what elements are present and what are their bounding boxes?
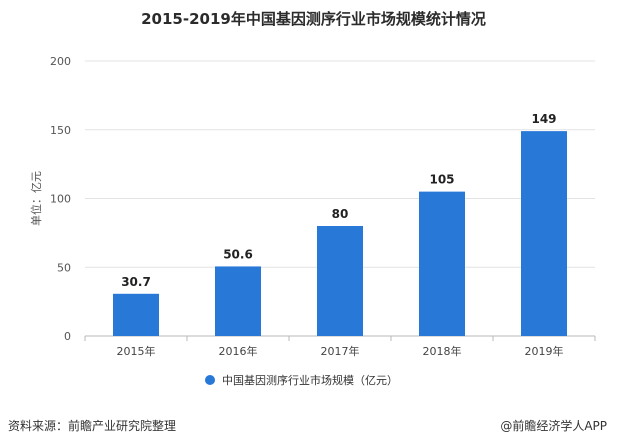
data-label: 105 bbox=[429, 173, 454, 187]
x-tick-label: 2019年 bbox=[525, 344, 564, 358]
y-axis-label: 单位：亿元 bbox=[29, 171, 43, 226]
data-label: 149 bbox=[531, 112, 556, 126]
x-tick-label: 2017年 bbox=[321, 344, 360, 358]
y-tick-label: 200 bbox=[50, 55, 71, 68]
bar-chart: 0 50 100 150 200 30.7 50.6 80 105 149 2015年 2016年… bbox=[29, 55, 596, 387]
source-note: 资料来源：前瞻产业研究院整理 bbox=[8, 419, 177, 433]
y-tick-label: 150 bbox=[50, 124, 71, 137]
y-tick-label: 100 bbox=[50, 193, 71, 206]
chart-title: 2015-2019年中国基因测序行业市场规模统计情况 bbox=[141, 10, 486, 28]
y-tick-label: 0 bbox=[64, 330, 71, 343]
data-label: 50.6 bbox=[223, 247, 253, 261]
data-label: 30.7 bbox=[121, 275, 151, 289]
bar bbox=[317, 226, 363, 336]
bar bbox=[521, 131, 567, 336]
bar bbox=[215, 266, 261, 336]
y-axis-ticks: 0 50 100 150 200 bbox=[50, 55, 71, 343]
x-axis-ticks: 2015年 2016年 2017年 2018年 2019年 bbox=[84, 336, 596, 358]
bar bbox=[113, 293, 159, 336]
x-tick-label: 2016年 bbox=[219, 344, 258, 358]
x-tick-label: 2018年 bbox=[423, 344, 462, 358]
legend: 中国基因测序行业市场规模（亿元） bbox=[205, 373, 398, 387]
legend-marker bbox=[205, 375, 215, 385]
x-tick-label: 2015年 bbox=[117, 344, 156, 358]
credit-note: @前瞻经济学人APP bbox=[500, 419, 607, 433]
bars bbox=[113, 131, 567, 336]
bar bbox=[419, 191, 465, 336]
data-labels: 30.7 50.6 80 105 149 bbox=[121, 112, 556, 289]
legend-label: 中国基因测序行业市场规模（亿元） bbox=[222, 373, 398, 387]
y-tick-label: 50 bbox=[57, 261, 71, 274]
data-label: 80 bbox=[332, 207, 349, 221]
